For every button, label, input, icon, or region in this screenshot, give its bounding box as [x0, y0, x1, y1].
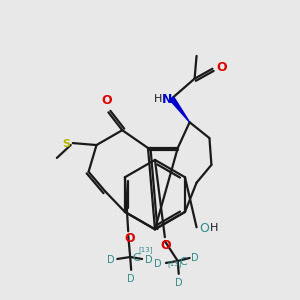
- Text: N: N: [162, 93, 172, 106]
- Polygon shape: [170, 97, 190, 122]
- Text: D: D: [145, 255, 153, 265]
- Text: D: D: [154, 259, 162, 269]
- Text: C: C: [180, 257, 188, 267]
- Text: H: H: [154, 94, 162, 104]
- Text: S: S: [63, 139, 71, 149]
- Text: C: C: [132, 253, 140, 263]
- Text: O: O: [216, 61, 227, 74]
- Text: D: D: [190, 253, 198, 263]
- Text: O: O: [124, 232, 134, 245]
- Text: H: H: [209, 223, 218, 233]
- Text: O: O: [101, 94, 112, 107]
- Text: O: O: [160, 239, 171, 252]
- Text: [13]: [13]: [168, 260, 182, 267]
- Text: D: D: [175, 278, 182, 288]
- Text: D: D: [107, 255, 114, 265]
- Text: D: D: [128, 274, 135, 284]
- Text: O: O: [200, 222, 209, 235]
- Text: [13]: [13]: [138, 246, 153, 253]
